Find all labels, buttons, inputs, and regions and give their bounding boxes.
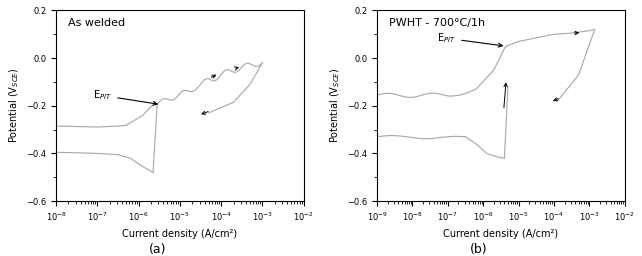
X-axis label: Current density (A/cm²): Current density (A/cm²) xyxy=(122,229,238,239)
Y-axis label: Potential (V$_{SCE}$): Potential (V$_{SCE}$) xyxy=(7,68,21,143)
Y-axis label: Potential (V$_{SCE}$): Potential (V$_{SCE}$) xyxy=(328,68,342,143)
Text: (b): (b) xyxy=(469,243,487,256)
X-axis label: Current density (A/cm²): Current density (A/cm²) xyxy=(443,229,559,239)
Text: PWHT - 700°C/1h: PWHT - 700°C/1h xyxy=(390,18,485,28)
Text: As welded: As welded xyxy=(69,18,126,28)
Text: (a): (a) xyxy=(148,243,166,256)
Text: E$_{PIT}$: E$_{PIT}$ xyxy=(437,31,502,47)
Text: E$_{PIT}$: E$_{PIT}$ xyxy=(93,89,157,105)
